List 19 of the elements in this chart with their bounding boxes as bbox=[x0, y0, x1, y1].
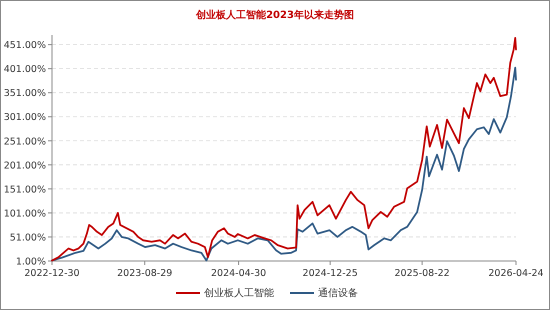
legend-label: 创业板人工智能 bbox=[204, 287, 274, 299]
y-tick-label: 451.00% bbox=[4, 40, 46, 52]
y-tick-label: 351.00% bbox=[4, 88, 46, 100]
legend-label: 通信设备 bbox=[318, 287, 358, 299]
chart-title: 创业板人工智能2023年以来走势图 bbox=[195, 9, 354, 21]
x-tick-label: 2024-12-25 bbox=[302, 268, 358, 279]
y-tick-label: 151.00% bbox=[4, 184, 46, 196]
y-tick-label: 401.00% bbox=[4, 64, 46, 76]
y-tick-label: 251.00% bbox=[4, 136, 46, 148]
x-tick-label: 2024-04-30 bbox=[210, 268, 266, 279]
x-tick-label: 2025-08-22 bbox=[394, 268, 450, 279]
y-tick-label: 301.00% bbox=[4, 112, 46, 124]
y-tick-label: 51.00% bbox=[10, 232, 46, 244]
x-tick-label: 2026-04-24 bbox=[488, 268, 544, 279]
y-tick-label: 201.00% bbox=[4, 160, 46, 172]
y-tick-label: 101.00% bbox=[4, 208, 46, 220]
x-tick-label: 2022-12-30 bbox=[24, 268, 80, 279]
y-tick-label: 1.00% bbox=[16, 256, 46, 268]
x-tick-label: 2023-08-29 bbox=[117, 268, 172, 279]
